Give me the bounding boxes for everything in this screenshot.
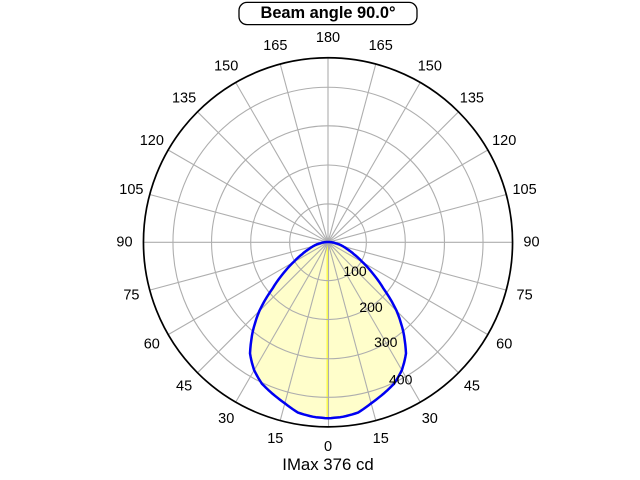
- svg-text:400: 400: [389, 372, 413, 388]
- svg-text:135: 135: [172, 91, 196, 107]
- svg-text:45: 45: [464, 379, 480, 395]
- svg-text:45: 45: [176, 379, 192, 395]
- svg-text:165: 165: [263, 38, 287, 54]
- svg-text:180: 180: [316, 30, 340, 46]
- svg-text:165: 165: [369, 38, 393, 54]
- svg-text:120: 120: [140, 133, 164, 149]
- svg-text:0: 0: [324, 439, 332, 455]
- svg-text:150: 150: [418, 58, 442, 74]
- svg-text:135: 135: [460, 91, 484, 107]
- svg-text:15: 15: [373, 431, 389, 447]
- svg-text:75: 75: [123, 287, 139, 303]
- svg-text:150: 150: [214, 58, 238, 74]
- svg-text:IMax 376 cd: IMax 376 cd: [282, 455, 373, 474]
- svg-text:15: 15: [267, 431, 283, 447]
- svg-text:30: 30: [218, 411, 234, 427]
- svg-text:105: 105: [119, 182, 143, 198]
- svg-text:105: 105: [512, 182, 536, 198]
- svg-text:Beam angle 90.0°: Beam angle 90.0°: [260, 4, 395, 22]
- svg-text:90: 90: [116, 235, 132, 251]
- svg-text:90: 90: [523, 235, 539, 251]
- svg-text:120: 120: [492, 133, 516, 149]
- svg-text:300: 300: [374, 334, 398, 350]
- svg-text:75: 75: [517, 287, 533, 303]
- svg-text:100: 100: [343, 263, 367, 279]
- svg-text:60: 60: [496, 336, 512, 352]
- svg-text:200: 200: [359, 299, 383, 315]
- svg-text:60: 60: [144, 336, 160, 352]
- svg-text:30: 30: [422, 411, 438, 427]
